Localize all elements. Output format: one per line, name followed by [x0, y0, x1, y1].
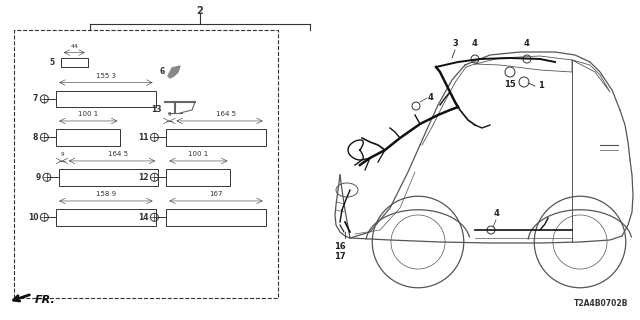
Text: 7: 7	[33, 94, 38, 103]
Text: 4: 4	[524, 39, 530, 48]
Text: 6: 6	[160, 68, 165, 76]
Text: 158 9: 158 9	[96, 191, 116, 197]
Text: 167: 167	[209, 191, 223, 197]
Text: 12: 12	[138, 173, 148, 182]
Polygon shape	[168, 66, 180, 78]
Text: 17: 17	[334, 252, 346, 261]
Text: 9: 9	[168, 112, 171, 117]
Bar	[61, 58, 88, 67]
Bar	[166, 169, 230, 186]
Text: 11: 11	[138, 133, 148, 142]
Bar	[14, 30, 278, 298]
Text: 9: 9	[36, 173, 41, 182]
Text: 164 5: 164 5	[108, 151, 129, 157]
Text: 5: 5	[50, 58, 55, 67]
Text: 2: 2	[196, 6, 204, 16]
Text: 100 1: 100 1	[78, 111, 99, 117]
Text: 16: 16	[334, 242, 346, 251]
Text: 14: 14	[138, 213, 148, 222]
Text: 164 5: 164 5	[216, 111, 236, 117]
Text: 10: 10	[28, 213, 38, 222]
Text: 155 3: 155 3	[96, 73, 116, 78]
Bar	[166, 129, 266, 146]
Text: 44: 44	[70, 44, 78, 49]
Text: 100 1: 100 1	[188, 151, 209, 157]
Text: 4: 4	[428, 93, 434, 102]
Text: 15: 15	[504, 80, 516, 89]
Text: 8: 8	[33, 133, 38, 142]
Text: 4: 4	[472, 39, 478, 48]
Text: FR.: FR.	[35, 295, 56, 305]
Text: 9: 9	[60, 152, 63, 157]
Bar	[166, 209, 266, 226]
Text: 3: 3	[452, 39, 458, 48]
Bar	[56, 91, 156, 107]
Text: 1: 1	[538, 82, 544, 91]
Text: 4: 4	[493, 209, 499, 218]
Text: 13: 13	[152, 106, 162, 115]
Bar	[56, 129, 120, 146]
Bar	[59, 169, 158, 186]
Bar	[56, 209, 156, 226]
Text: T2A4B0702B: T2A4B0702B	[573, 299, 628, 308]
